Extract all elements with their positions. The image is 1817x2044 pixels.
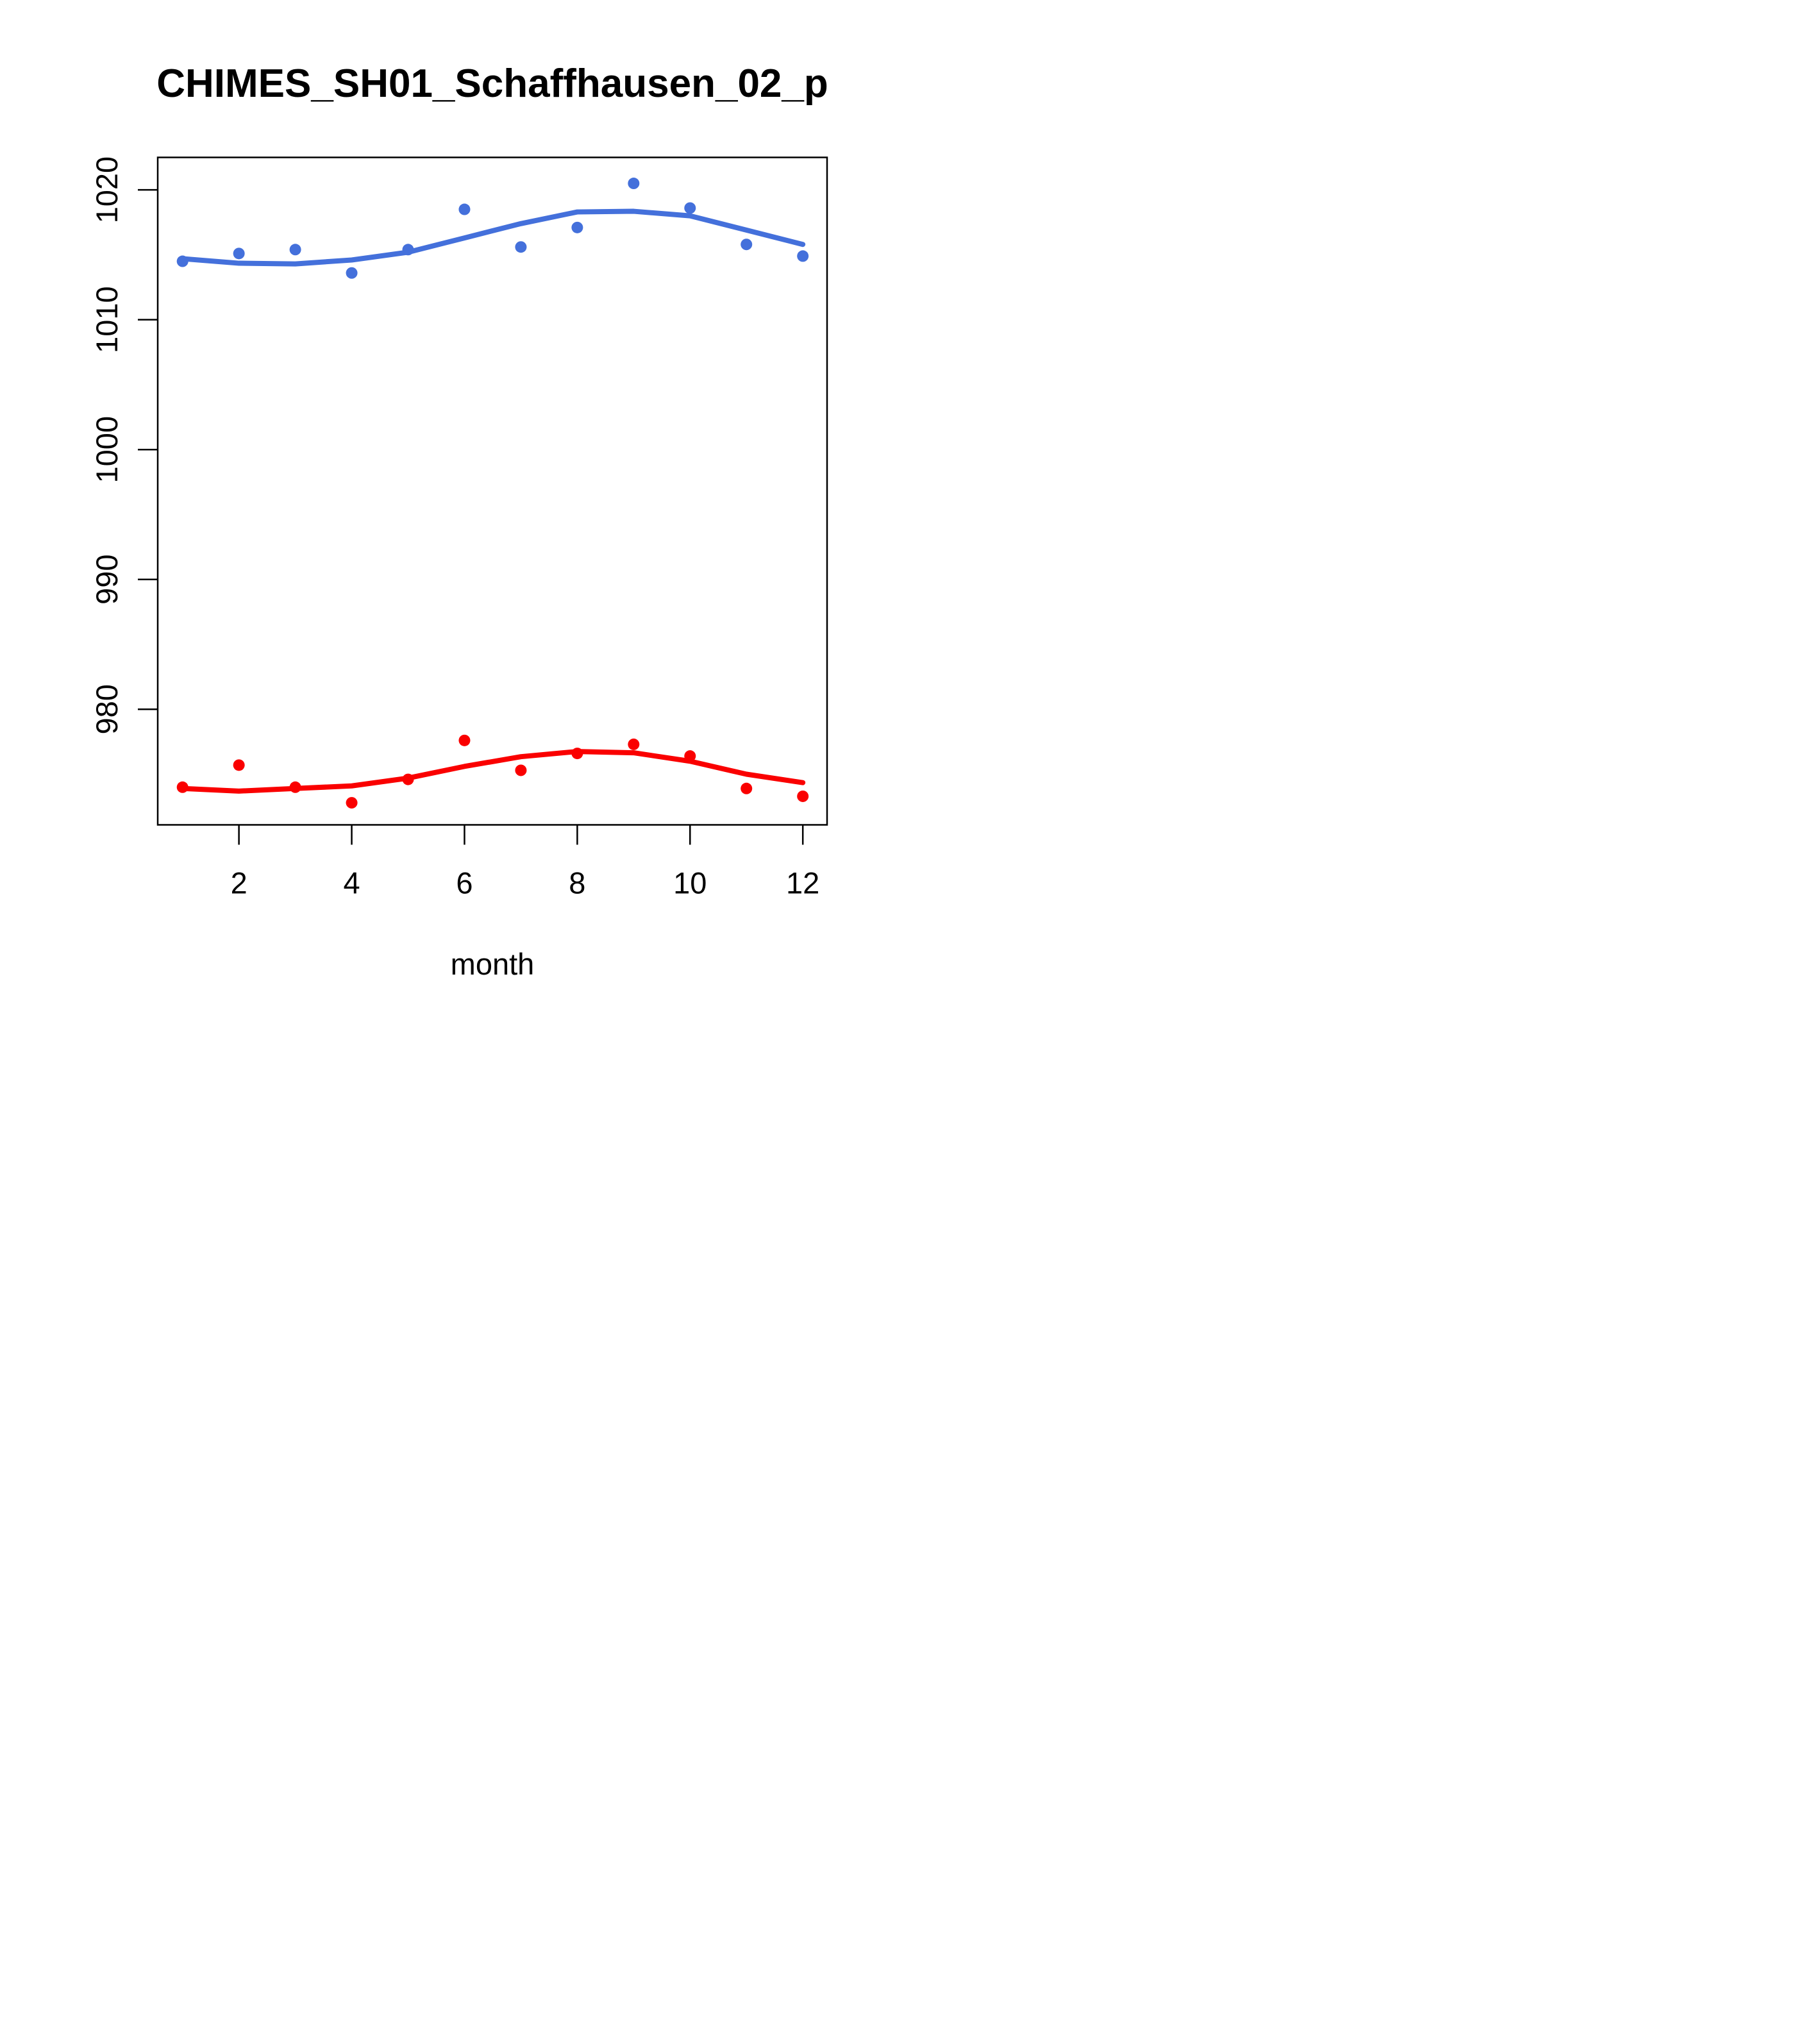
red-lower-series-point — [346, 797, 358, 809]
plot-svg: CHIMES_SH01_Schaffhausen_02_p 2 4 6 8 10 12 98… — [90, 62, 828, 981]
chart-title: CHIMES_SH01_Schaffhausen_02_p — [156, 62, 828, 106]
y-tick-label: 1000 — [90, 416, 124, 483]
blue-upper-series-point — [571, 221, 583, 233]
y-tick-label: 1020 — [90, 156, 124, 224]
red-lower-series-smooth-line — [180, 749, 806, 794]
plot-generated: 2 4 6 8 10 12 980 990 1000 1010 1020 — [90, 156, 828, 900]
figure: CHIMES_SH01_Schaffhausen_02_p 2 4 6 8 10 12 98… — [0, 0, 908, 1022]
red-lower-series-point — [233, 759, 245, 771]
blue-upper-series-smooth-line — [180, 208, 806, 267]
x-tick-label: 12 — [786, 866, 819, 900]
blue-upper-series-point — [741, 239, 753, 251]
x-tick-label: 4 — [343, 866, 360, 900]
y-tick-label: 990 — [90, 555, 124, 605]
y-tick-label: 1010 — [90, 286, 124, 353]
y-tick-label: 980 — [90, 684, 124, 734]
blue-upper-series-point — [628, 178, 640, 190]
red-lower-series-point — [458, 734, 471, 746]
red-lower-series-point — [741, 782, 753, 794]
x-tick-label: 8 — [569, 866, 585, 900]
blue-upper-series-point — [684, 202, 696, 214]
red-lower-series-point — [628, 738, 640, 750]
blue-upper-series-point — [233, 247, 245, 260]
blue-upper-series-point — [346, 267, 358, 279]
x-tick-label: 2 — [231, 866, 247, 900]
blue-upper-series-point — [289, 244, 301, 256]
x-axis-label: month — [451, 947, 535, 981]
red-lower-series-point — [515, 764, 527, 776]
x-tick-label: 10 — [673, 866, 707, 900]
red-lower-series-point — [797, 790, 809, 802]
blue-upper-series-point — [515, 241, 527, 253]
x-tick-label: 6 — [456, 866, 473, 900]
blue-upper-series-point — [458, 203, 471, 215]
plot-frame — [156, 156, 828, 826]
blue-upper-series-point — [797, 250, 809, 262]
